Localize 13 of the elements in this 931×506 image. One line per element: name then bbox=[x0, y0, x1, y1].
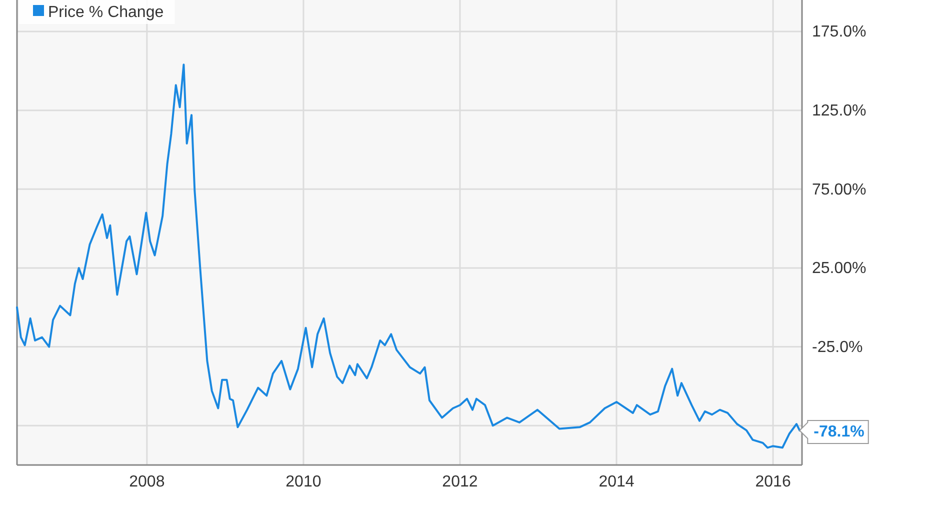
y-tick-label: 75.00% bbox=[812, 181, 866, 198]
y-tick-label: -25.0% bbox=[812, 338, 863, 356]
y-tick-label: 25.00% bbox=[812, 260, 866, 278]
x-tick-label: 2008 bbox=[129, 473, 165, 490]
line-series bbox=[16, 64, 801, 449]
x-tick-label: 2014 bbox=[598, 473, 634, 490]
y-tick-label: 175.0% bbox=[812, 24, 866, 41]
x-tick-label: 2016 bbox=[755, 473, 791, 490]
x-tick-label: 2012 bbox=[442, 473, 478, 490]
annotation: -78.1% bbox=[814, 423, 864, 440]
legend-label: Price % Change bbox=[48, 4, 164, 21]
y-tick-label: 125.0% bbox=[812, 102, 866, 120]
x-tick-label: 2010 bbox=[286, 473, 322, 490]
